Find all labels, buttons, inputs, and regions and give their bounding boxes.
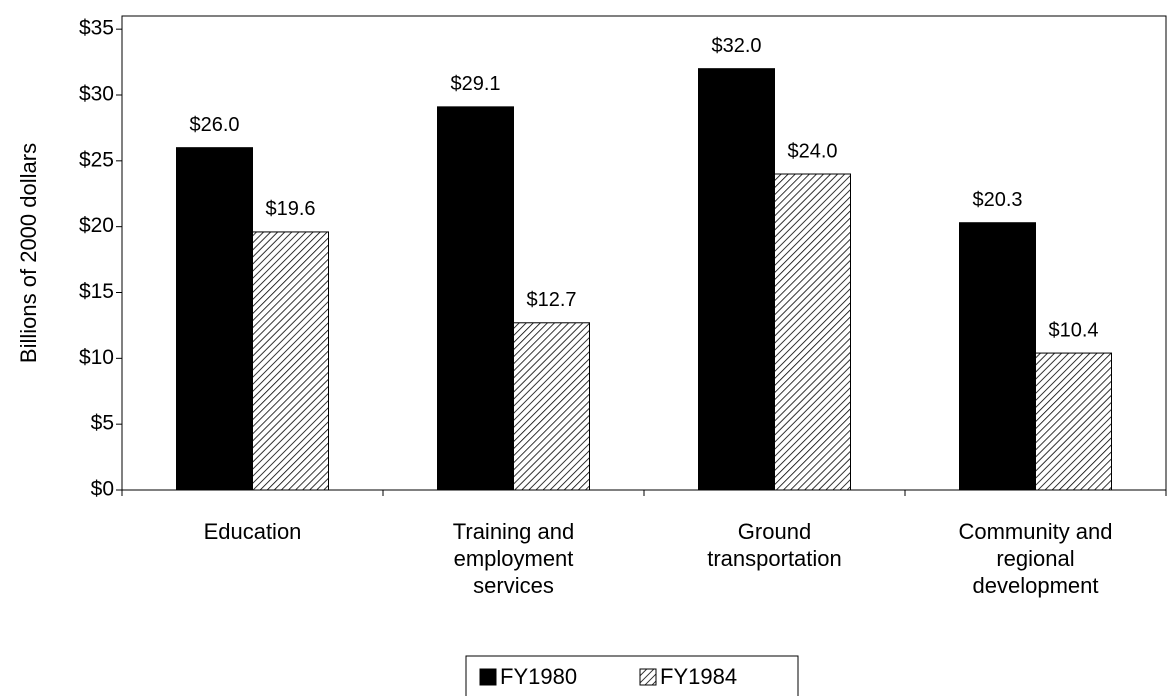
value-label: $10.4 [1048,319,1098,341]
value-label: $26.0 [189,114,239,136]
x-tick-label: Community and regional development [958,519,1113,598]
bar [959,222,1036,491]
value-label: $24.0 [787,140,837,162]
bar [176,147,253,491]
y-tick-label: $15 [79,280,114,303]
x-tick-label: Education [203,519,302,544]
x-tick-label: Ground transportation [707,519,842,571]
y-tick-label: $35 [79,17,114,40]
value-label: $20.3 [972,189,1022,211]
bar [1035,352,1112,491]
x-tick-label: Training and employment services [452,519,575,598]
legend-swatch [479,668,497,686]
legend-box [465,655,799,696]
bar [774,173,851,491]
y-tick-label: $10 [79,346,114,369]
y-tick-label: $30 [79,83,114,106]
y-tick-label: $5 [91,412,114,435]
value-label: $29.1 [450,73,500,95]
bar [252,231,329,491]
legend-swatch [639,668,657,686]
y-tick-label: $25 [79,148,114,171]
y-axis-title: Billions of 2000 dollars [16,143,41,363]
bar [437,106,514,491]
bar [698,68,775,491]
bar [513,322,590,491]
legend-label: FY1980 [500,664,577,689]
y-tick-label: $0 [91,478,114,501]
value-label: $19.6 [265,198,315,220]
y-tick-label: $20 [79,214,114,237]
value-label: $12.7 [526,289,576,311]
legend-label: FY1984 [660,664,737,689]
value-label: $32.0 [711,35,761,57]
